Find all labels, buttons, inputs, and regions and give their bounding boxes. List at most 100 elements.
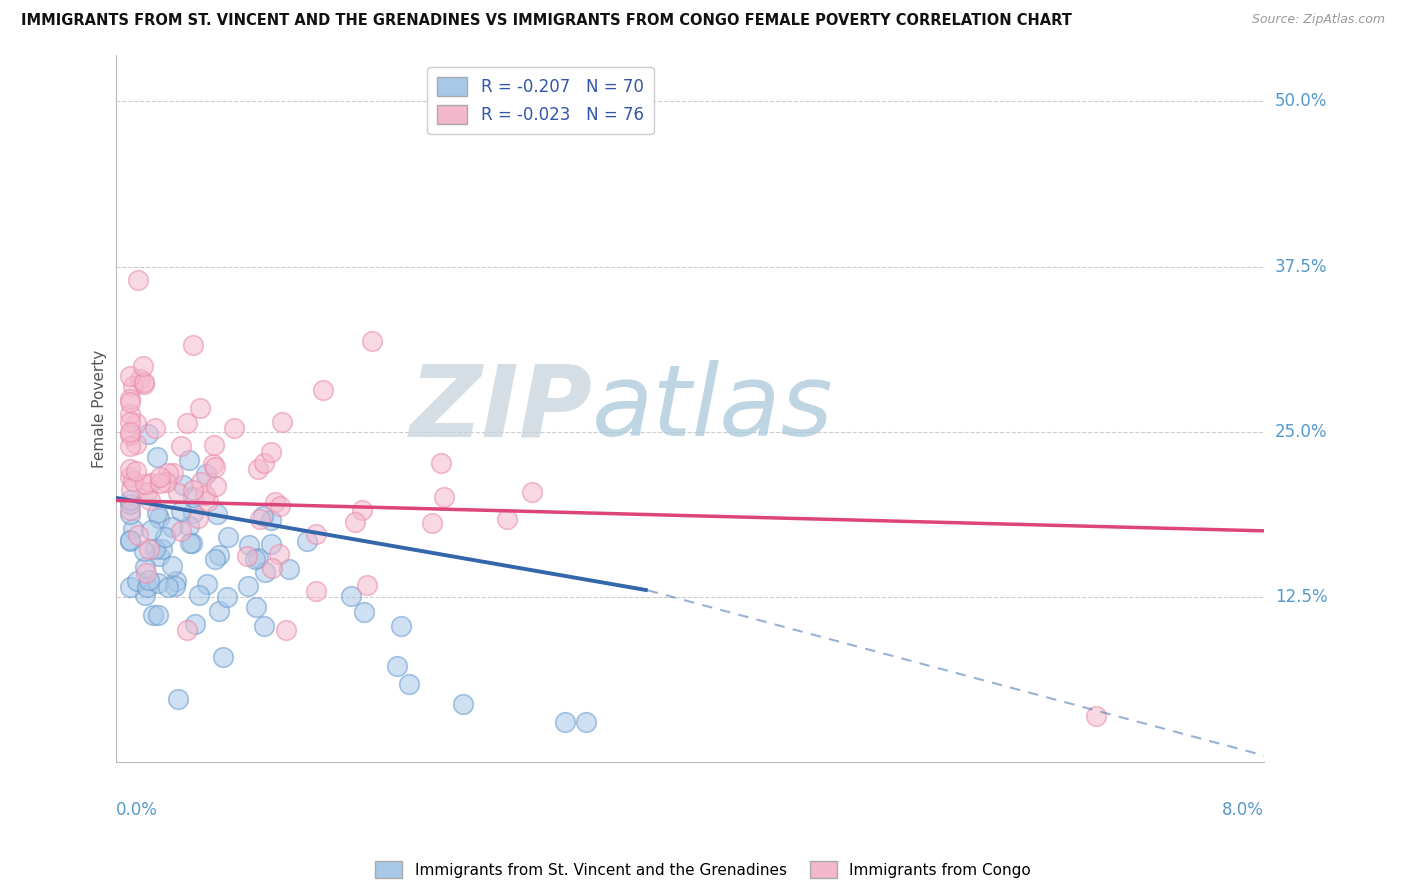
Point <box>212 649 235 664</box>
Point <box>121 379 143 393</box>
Point <box>118 502 141 516</box>
Point <box>433 490 456 504</box>
Point <box>398 677 420 691</box>
Point <box>121 522 143 536</box>
Point <box>295 533 318 548</box>
Point <box>156 581 179 595</box>
Point <box>217 530 239 544</box>
Point <box>253 566 276 580</box>
Point <box>136 580 159 594</box>
Point <box>139 475 162 490</box>
Point <box>260 561 283 575</box>
Point <box>222 421 245 435</box>
Point <box>136 427 159 442</box>
Point <box>125 437 148 451</box>
Point <box>125 464 148 478</box>
Legend: R = -0.207   N = 70, R = -0.023   N = 76: R = -0.207 N = 70, R = -0.023 N = 76 <box>427 67 654 134</box>
Point <box>127 574 149 588</box>
Point <box>575 715 598 730</box>
Point <box>157 466 180 480</box>
Point <box>136 485 159 500</box>
Point <box>312 384 335 398</box>
Point <box>143 420 166 434</box>
Point <box>188 588 211 602</box>
Point <box>118 392 141 407</box>
Point <box>204 459 226 474</box>
Point <box>118 439 141 453</box>
Point <box>451 697 474 711</box>
Point <box>166 692 188 706</box>
Point <box>204 479 226 493</box>
Point <box>420 516 443 530</box>
Point <box>139 492 162 507</box>
Point <box>202 438 225 452</box>
Point <box>197 493 219 508</box>
Point <box>166 485 188 500</box>
Point <box>260 537 283 551</box>
Point <box>122 474 145 488</box>
Point <box>343 515 366 529</box>
Point <box>134 377 156 392</box>
Point <box>118 534 141 549</box>
Point <box>207 604 229 618</box>
Point <box>118 580 141 594</box>
Point <box>118 368 141 383</box>
Text: 25.0%: 25.0% <box>1275 423 1327 441</box>
Point <box>184 617 207 632</box>
Point <box>269 499 291 513</box>
Point <box>118 533 141 547</box>
Point <box>360 334 382 348</box>
Point <box>138 541 160 556</box>
Point <box>129 372 152 386</box>
Point <box>155 530 177 544</box>
Point <box>132 375 155 389</box>
Point <box>177 452 200 467</box>
Point <box>118 415 141 429</box>
Point <box>430 456 453 470</box>
Point <box>134 588 156 602</box>
Point <box>277 561 299 575</box>
Point <box>495 512 517 526</box>
Point <box>194 488 217 502</box>
Point <box>118 395 141 409</box>
Point <box>172 478 194 492</box>
Legend: Immigrants from St. Vincent and the Grenadines, Immigrants from Congo: Immigrants from St. Vincent and the Gren… <box>368 855 1038 884</box>
Point <box>253 456 276 470</box>
Point <box>118 408 141 422</box>
Point <box>139 523 162 537</box>
Point <box>143 542 166 557</box>
Point <box>305 527 328 541</box>
Point <box>305 584 328 599</box>
Text: Source: ZipAtlas.com: Source: ZipAtlas.com <box>1251 13 1385 27</box>
Point <box>118 462 141 476</box>
Point <box>146 575 169 590</box>
Point <box>350 503 373 517</box>
Point <box>149 470 172 484</box>
Point <box>138 573 160 587</box>
Point <box>201 457 224 471</box>
Point <box>165 574 187 589</box>
Point <box>246 550 269 565</box>
Point <box>181 338 204 352</box>
Point <box>238 538 260 552</box>
Y-axis label: Female Poverty: Female Poverty <box>93 350 107 467</box>
Point <box>243 552 266 566</box>
Text: IMMIGRANTS FROM ST. VINCENT AND THE GRENADINES VS IMMIGRANTS FROM CONGO FEMALE P: IMMIGRANTS FROM ST. VINCENT AND THE GREN… <box>21 13 1071 29</box>
Point <box>353 606 375 620</box>
Point <box>356 578 378 592</box>
Point <box>389 618 412 632</box>
Point <box>340 590 363 604</box>
Point <box>208 549 231 563</box>
Point <box>186 511 208 525</box>
Point <box>195 577 218 591</box>
Point <box>387 658 409 673</box>
Point <box>1084 709 1107 723</box>
Text: 37.5%: 37.5% <box>1275 258 1327 276</box>
Point <box>118 425 141 439</box>
Point <box>253 619 276 633</box>
Point <box>181 483 204 498</box>
Point <box>118 427 141 442</box>
Point <box>162 466 184 480</box>
Text: 50.0%: 50.0% <box>1275 93 1327 111</box>
Point <box>215 591 238 605</box>
